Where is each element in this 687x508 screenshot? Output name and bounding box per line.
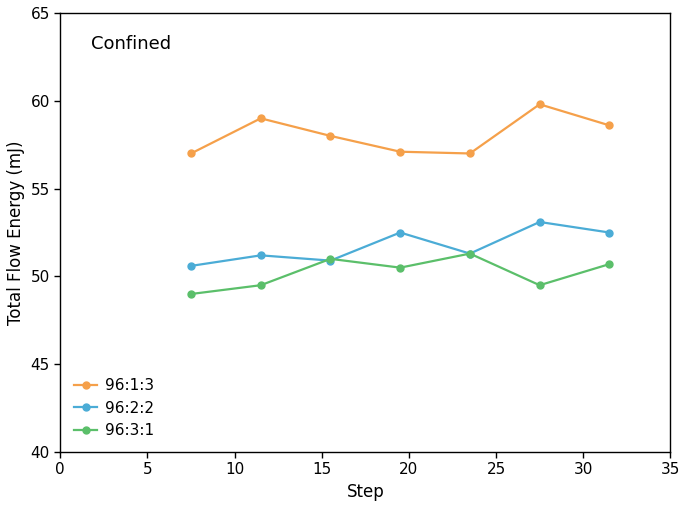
96:3:1: [187, 291, 195, 297]
96:1:3: [535, 101, 543, 107]
X-axis label: Step: Step: [346, 483, 384, 501]
96:3:1: [257, 282, 265, 288]
96:2:2: [257, 252, 265, 259]
96:1:3: [187, 150, 195, 156]
96:1:3: [605, 122, 613, 129]
96:2:2: [326, 258, 335, 264]
Text: Confined: Confined: [91, 35, 171, 53]
Y-axis label: Total Flow Energy (mJ): Total Flow Energy (mJ): [7, 140, 25, 325]
96:1:3: [396, 149, 405, 155]
96:2:2: [605, 230, 613, 236]
96:3:1: [396, 265, 405, 271]
96:1:3: [326, 133, 335, 139]
96:3:1: [326, 256, 335, 262]
96:1:3: [257, 115, 265, 121]
96:2:2: [187, 263, 195, 269]
Line: 96:1:3: 96:1:3: [188, 101, 613, 157]
96:3:1: [605, 261, 613, 267]
96:3:1: [535, 282, 543, 288]
96:1:3: [466, 150, 474, 156]
Line: 96:2:2: 96:2:2: [188, 218, 613, 269]
96:2:2: [466, 250, 474, 257]
Line: 96:3:1: 96:3:1: [188, 250, 613, 298]
96:2:2: [396, 230, 405, 236]
96:3:1: [466, 250, 474, 257]
96:2:2: [535, 219, 543, 225]
Legend: 96:1:3, 96:2:2, 96:3:1: 96:1:3, 96:2:2, 96:3:1: [68, 372, 160, 444]
